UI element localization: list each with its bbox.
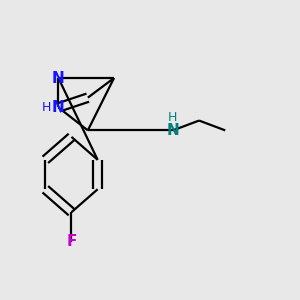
- Text: N: N: [52, 70, 65, 86]
- Text: N: N: [167, 123, 179, 138]
- Text: H: H: [41, 101, 51, 114]
- Text: H: H: [168, 111, 178, 124]
- Text: F: F: [66, 234, 77, 249]
- Text: N: N: [52, 100, 65, 115]
